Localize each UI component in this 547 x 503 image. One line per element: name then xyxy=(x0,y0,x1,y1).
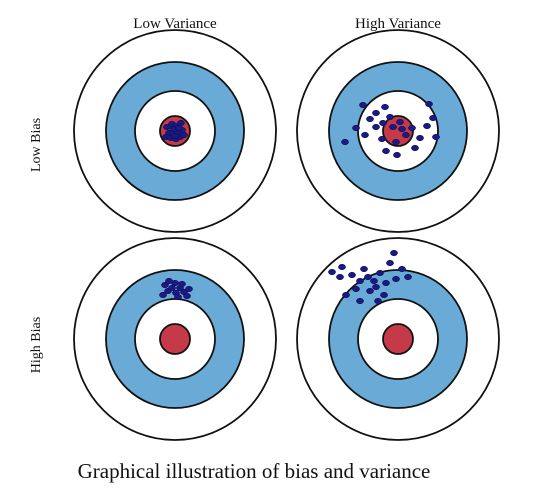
shot-marker xyxy=(392,138,400,146)
shot-marker xyxy=(390,249,398,257)
shot-marker xyxy=(364,273,372,281)
shot-marker xyxy=(338,263,346,271)
bullseye xyxy=(159,323,191,355)
shot-marker xyxy=(178,280,186,288)
shot-marker xyxy=(183,292,191,300)
shot-marker xyxy=(378,135,386,143)
shot-marker xyxy=(425,100,433,108)
shot-marker xyxy=(366,287,374,295)
shot-marker xyxy=(380,291,388,299)
shot-marker xyxy=(372,123,380,131)
shot-marker xyxy=(168,284,176,292)
shot-marker xyxy=(382,279,390,287)
shot-marker xyxy=(175,124,183,132)
target-low-bias-low-variance xyxy=(73,29,277,233)
shot-marker xyxy=(408,124,416,132)
shot-marker xyxy=(370,277,378,285)
figure-caption: Graphical illustration of bias and varia… xyxy=(78,459,431,483)
shot-marker xyxy=(336,273,344,281)
shot-marker xyxy=(171,132,179,140)
shot-marker xyxy=(341,138,349,146)
shot-marker xyxy=(382,147,390,155)
bullseye xyxy=(382,323,414,355)
shot-marker xyxy=(393,151,401,159)
shot-marker xyxy=(352,285,360,293)
shot-marker xyxy=(342,291,350,299)
shot-marker xyxy=(389,123,397,131)
shot-marker xyxy=(386,259,394,267)
shot-marker xyxy=(404,273,412,281)
shot-marker xyxy=(366,115,374,123)
shot-marker xyxy=(361,131,369,139)
shot-marker xyxy=(328,268,336,276)
shot-marker xyxy=(374,297,382,305)
target-high-bias-low-variance xyxy=(73,237,277,441)
target-high-bias-high-variance xyxy=(296,237,500,441)
shot-marker xyxy=(180,131,188,139)
column-label-low-variance: Low Variance xyxy=(133,16,217,32)
shot-marker xyxy=(348,271,356,279)
row-label-high-bias: High Bias xyxy=(29,317,44,373)
shot-marker xyxy=(398,125,406,133)
bullseye xyxy=(382,115,414,147)
shot-marker xyxy=(174,293,182,301)
shot-marker xyxy=(360,265,368,273)
shot-marker xyxy=(386,113,394,121)
shot-marker xyxy=(423,122,431,130)
shot-marker xyxy=(402,131,410,139)
shot-marker xyxy=(381,103,389,111)
shot-marker xyxy=(432,133,440,141)
shot-marker xyxy=(171,279,179,287)
shot-marker xyxy=(398,265,406,273)
shot-marker xyxy=(429,114,437,122)
shot-marker xyxy=(376,269,384,277)
shot-marker xyxy=(411,144,419,152)
shot-marker xyxy=(396,118,404,126)
shot-marker xyxy=(352,124,360,132)
target-low-bias-high-variance xyxy=(296,29,500,233)
shot-marker xyxy=(359,101,367,109)
row-label-low-bias: Low Bias xyxy=(29,118,44,172)
shot-marker xyxy=(185,285,193,293)
shot-marker xyxy=(356,277,364,285)
shot-marker xyxy=(177,119,185,127)
shot-marker xyxy=(392,275,400,283)
shot-marker xyxy=(372,109,380,117)
column-label-high-variance: High Variance xyxy=(355,16,441,32)
shot-marker xyxy=(356,297,364,305)
shot-marker xyxy=(372,283,380,291)
shot-marker xyxy=(159,291,167,299)
shot-marker xyxy=(379,119,387,127)
shot-marker xyxy=(416,134,424,142)
